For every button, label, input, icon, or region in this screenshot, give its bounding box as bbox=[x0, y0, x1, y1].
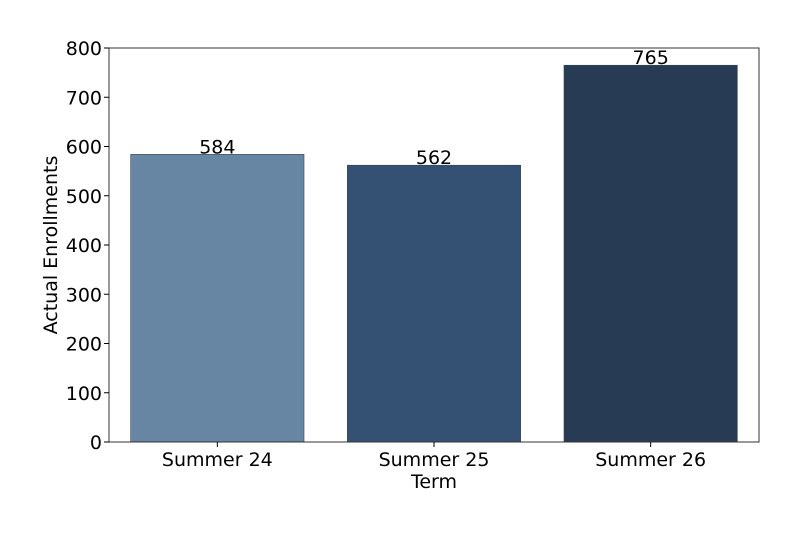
y-tick-label: 200 bbox=[66, 334, 102, 356]
y-tick-label: 0 bbox=[90, 432, 102, 454]
y-tick-label: 100 bbox=[66, 383, 102, 405]
x-tick-label: Summer 25 bbox=[379, 449, 490, 471]
x-axis-ticks: Summer 24 Summer 25 Summer 26 bbox=[162, 442, 706, 471]
bar-data-labels: 584 562 765 bbox=[199, 47, 669, 169]
y-tick-label: 500 bbox=[66, 186, 102, 208]
bar bbox=[347, 164, 521, 443]
y-tick-label: 600 bbox=[66, 137, 102, 159]
y-tick-label: 700 bbox=[66, 87, 102, 109]
y-tick-label: 300 bbox=[66, 284, 102, 306]
y-axis-ticks: 0 100 200 300 400 500 600 700 800 bbox=[66, 38, 109, 454]
bar bbox=[563, 64, 738, 443]
bar-value-label: 765 bbox=[633, 47, 669, 69]
bar-value-label: 562 bbox=[416, 147, 452, 169]
x-axis-label: Term bbox=[410, 471, 457, 493]
x-tick-label: Summer 26 bbox=[595, 449, 706, 471]
x-tick-label: Summer 24 bbox=[162, 449, 273, 471]
bars-group bbox=[130, 64, 738, 443]
bar bbox=[130, 154, 305, 443]
y-axis-label: Actual Enrollments bbox=[40, 156, 62, 335]
bar-value-label: 584 bbox=[199, 136, 235, 158]
y-tick-label: 400 bbox=[66, 235, 102, 257]
y-tick-label: 800 bbox=[66, 38, 102, 60]
